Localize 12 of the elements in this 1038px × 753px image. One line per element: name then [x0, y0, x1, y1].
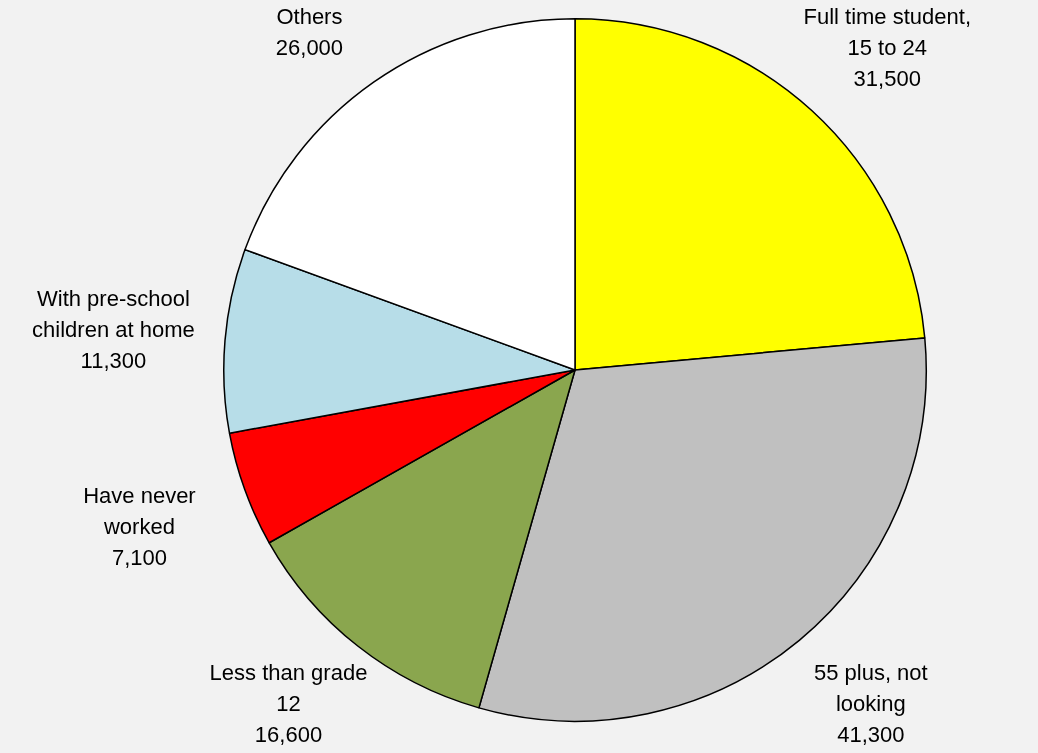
slice-label: Have never worked: [83, 482, 196, 539]
data-label: 11,300: [80, 347, 147, 373]
slice-label: Less than grade 12: [209, 659, 368, 716]
data-label: 41,300: [837, 721, 905, 747]
slice-label: With pre-school children at home: [32, 285, 195, 342]
slice-label: Full time student, 15 to 24: [803, 3, 971, 60]
data-label: 26,000: [275, 34, 344, 60]
slice-label: 55 plus, not looking: [813, 659, 928, 716]
data-label: 31,500: [853, 65, 921, 91]
data-label: 7,100: [111, 544, 167, 570]
data-label: 16,600: [254, 721, 323, 747]
slice-label: Others: [276, 3, 343, 29]
